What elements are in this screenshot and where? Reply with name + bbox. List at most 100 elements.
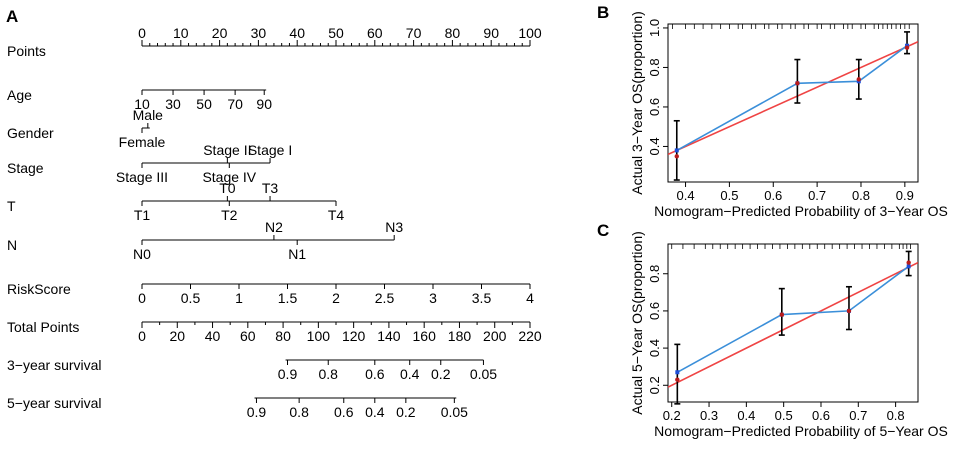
nomogram-tick-label: 60: [367, 25, 383, 41]
nomogram-tick-label: Stage I: [248, 142, 292, 158]
nomogram-tick-label: 200: [483, 328, 507, 344]
nomogram-tick-label: Stage III: [116, 169, 168, 185]
panel-label-a: A: [6, 7, 18, 26]
x-tick-label: 0.7: [849, 408, 867, 423]
y-tick-label: 0.6: [647, 302, 662, 320]
x-tick-label: 0.6: [764, 188, 782, 203]
nomogram-tick-label: 0.2: [431, 366, 451, 382]
nomogram-tick-label: 80: [445, 25, 461, 41]
nomogram-tick-label: T0: [219, 180, 236, 196]
panel-label-c: C: [597, 221, 609, 240]
nomogram-tick-label: 70: [406, 25, 422, 41]
ideal-calibration-line: [668, 261, 918, 388]
nomogram-tick-label: T3: [262, 180, 279, 196]
x-tick-label: 0.4: [677, 188, 695, 203]
nomogram-row-label: N: [7, 237, 17, 253]
nomogram-tick-label: 2: [332, 290, 340, 306]
observed-calibration-line: [676, 45, 908, 152]
nomogram-tick-label: Stage IV: [202, 169, 256, 185]
nomogram-tick-label: 0.05: [441, 404, 468, 420]
calibration-panel-5-year: 0.2 0.3 0.4 0.5 0.6 0.7 0.80.20.40.60.8Nomogra…: [629, 231, 948, 439]
nomogram-tick-label: 0: [138, 328, 146, 344]
x-axis-label: Nomogram−Predicted Probability of 5−Year…: [654, 423, 948, 439]
nomogram-tick-label: 0: [138, 25, 146, 41]
plot-area: [668, 261, 918, 388]
x-tick-label: 0.4: [737, 408, 755, 423]
y-axis-label: Actual 3−Year OS(proportion): [629, 11, 645, 195]
nomogram-tick-label: Female: [119, 134, 166, 150]
y-tick-label: 0.8: [647, 58, 662, 76]
nomogram-tick-label: T4: [328, 207, 345, 223]
nomogram-tick-label: 20: [169, 328, 185, 344]
nomogram-tick-label: 1: [235, 290, 243, 306]
y-tick-label: 0.6: [647, 98, 662, 116]
predicted-point: [795, 81, 800, 86]
nomogram-tick-label: 30: [251, 25, 267, 41]
nomogram-tick-label: 0.6: [365, 366, 385, 382]
nomogram-tick-label: N2: [265, 219, 283, 235]
x-tick-label: 0.7: [808, 188, 826, 203]
plot-frame: [667, 243, 919, 403]
nomogram-tick-label: 70: [227, 96, 243, 112]
nomogram-tick-label: 100: [307, 328, 331, 344]
x-tick-label: 0.6: [812, 408, 830, 423]
nomogram-tick-label: 0.4: [400, 366, 420, 382]
x-axis-label: Nomogram−Predicted Probability of 3−Year…: [654, 203, 948, 219]
nomogram-tick-label: 100: [518, 25, 542, 41]
calibration-panel-3-year: 0.4 0.5 0.6 0.7 0.8 0.9 0.4 0.6 0.8 1.0 Nomogram−P…: [629, 11, 948, 219]
nomogram-tick-label: Male: [133, 107, 164, 123]
nomogram-tick-label: 3.5: [472, 290, 492, 306]
nomogram-tick-label: N3: [385, 219, 403, 235]
nomogram-tick-label: 120: [342, 328, 366, 344]
x-tick-label: 0.8: [887, 408, 905, 423]
nomogram-row-label: Age: [7, 87, 32, 103]
nomogram-tick-label: 220: [518, 328, 542, 344]
predicted-point: [846, 308, 852, 314]
nomogram-tick-label: 90: [483, 25, 499, 41]
observed-calibration-line: [676, 265, 910, 374]
predicted-point: [856, 77, 861, 82]
plot-frame: [667, 23, 919, 183]
x-tick-label: 0.9: [896, 188, 914, 203]
nomogram-tick-label: N1: [288, 246, 306, 262]
ideal-calibration-line: [668, 41, 918, 156]
nomogram-row-label: Gender: [7, 125, 54, 141]
nomogram-tick-label: T1: [134, 207, 151, 223]
predicted-point: [779, 312, 785, 317]
nomogram-tick-label: 0.6: [334, 404, 354, 420]
nomogram-tick-label: 4: [526, 290, 534, 306]
predicted-point: [674, 154, 679, 159]
nomogram-tick-label: 160: [413, 328, 437, 344]
nomogram-tick-label: Stage II: [203, 142, 251, 158]
nomogram-row-label: Total Points: [7, 319, 79, 335]
nomogram-row-label: Points: [7, 43, 46, 59]
nomogram-tick-label: 0.5: [181, 290, 201, 306]
plot-area: [668, 41, 918, 156]
predicted-point: [906, 260, 911, 265]
nomogram-tick-label: 0.9: [278, 366, 298, 382]
nomogram-tick-label: 50: [328, 25, 344, 41]
nomogram-tick-label: 20: [212, 25, 228, 41]
x-tick-label: 0.2: [663, 408, 681, 423]
nomogram-tick-label: T2: [221, 207, 238, 223]
nomogram-tick-label: 1.5: [278, 290, 298, 306]
predicted-point: [675, 377, 680, 382]
nomogram-tick-label: 0.2: [396, 404, 416, 420]
nomogram-tick-label: 0.4: [365, 404, 385, 420]
nomogram-tick-label: 30: [165, 96, 181, 112]
y-tick-label: 0.4: [647, 137, 662, 155]
x-tick-label: 0.5: [720, 188, 738, 203]
x-tick-label: 0.3: [700, 408, 718, 423]
nomogram-tick-label: 140: [377, 328, 401, 344]
observed-point: [674, 148, 679, 153]
nomogram-tick-label: 2.5: [375, 290, 395, 306]
nomogram-tick-label: 40: [205, 328, 221, 344]
x-tick-label: 0.8: [852, 188, 870, 203]
y-tick-label: 0.8: [647, 265, 662, 283]
nomogram-tick-label: 0: [138, 290, 146, 306]
nomogram-tick-label: 0.8: [319, 366, 339, 382]
nomogram-row-label: 3−year survival: [7, 357, 102, 373]
y-tick-label: 0.2: [647, 376, 662, 394]
